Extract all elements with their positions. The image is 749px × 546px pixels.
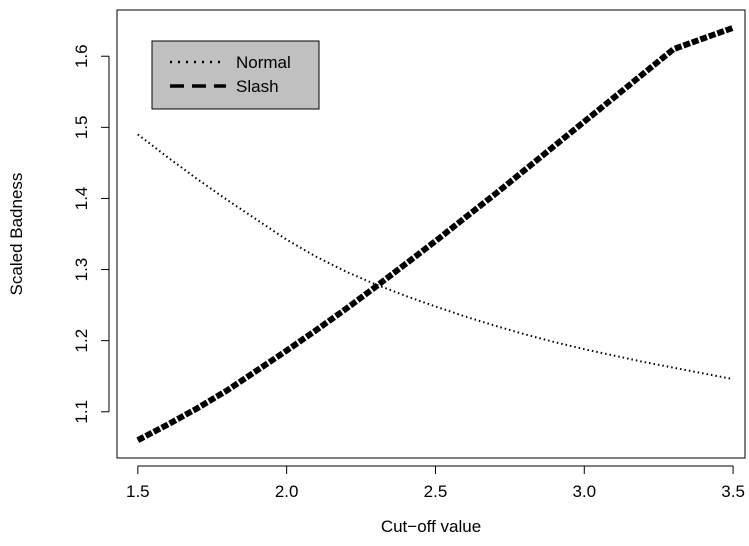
- x-tick-label: 2.0: [275, 482, 299, 501]
- y-tick-label: 1.2: [72, 329, 91, 353]
- legend-label-normal: Normal: [236, 53, 291, 72]
- x-tick-label: 3.0: [572, 482, 596, 501]
- y-tick-label: 1.3: [72, 258, 91, 282]
- y-axis-title: Scaled Badness: [7, 173, 26, 296]
- x-tick-label: 1.5: [126, 482, 150, 501]
- series-layer: [136, 24, 735, 443]
- x-axis-title: Cut−off value: [381, 517, 481, 536]
- plot-frame: [116, 9, 746, 459]
- y-tick-label: 1.4: [72, 187, 91, 211]
- legend-label-slash: Slash: [236, 77, 279, 96]
- series-line-slash: [136, 24, 735, 443]
- x-axis: 1.5 2.0 2.5 3.0 3.5: [126, 465, 745, 501]
- y-tick-label: 1.6: [72, 44, 91, 68]
- y-tick-label: 1.5: [72, 116, 91, 140]
- y-tick-label: 1.1: [72, 400, 91, 424]
- y-axis: 1.1 1.2 1.3 1.4 1.5 1.6: [72, 44, 110, 424]
- x-tick-label: 3.5: [721, 482, 745, 501]
- legend: Normal Slash: [151, 40, 320, 110]
- legend-box: [151, 40, 320, 110]
- series-line-normal: [137, 133, 734, 381]
- x-tick-label: 2.5: [424, 482, 448, 501]
